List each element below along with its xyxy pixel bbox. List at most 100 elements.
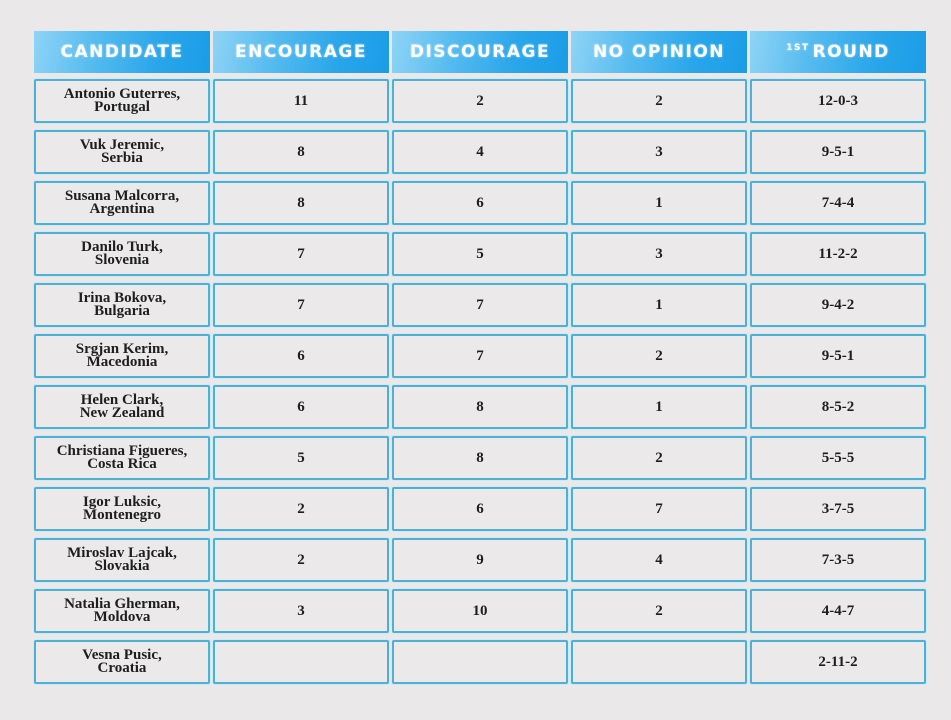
no-opinion-cell: 2 bbox=[571, 79, 747, 123]
candidate-cell: Vesna Pusic, Croatia bbox=[34, 640, 210, 684]
no-opinion-cell: 7 bbox=[571, 487, 747, 531]
candidate-country: New Zealand bbox=[79, 405, 165, 421]
table-row: Christiana Figueres, Costa Rica 5 8 2 5-5… bbox=[34, 436, 926, 480]
encourage-cell: 2 bbox=[213, 487, 389, 531]
candidate-name: Srgjan Kerim, bbox=[75, 341, 169, 357]
no-opinion-cell: 1 bbox=[571, 283, 747, 327]
encourage-cell bbox=[213, 640, 389, 684]
encourage-cell: 7 bbox=[213, 283, 389, 327]
discourage-cell: 2 bbox=[392, 79, 568, 123]
candidate-country: Moldova bbox=[93, 609, 151, 625]
no-opinion-cell: 1 bbox=[571, 181, 747, 225]
candidate-name: Vuk Jeremic, bbox=[79, 137, 165, 153]
first-round-cell: 4-4-7 bbox=[750, 589, 926, 633]
discourage-cell: 7 bbox=[392, 334, 568, 378]
candidate-cell: Christiana Figueres, Costa Rica bbox=[34, 436, 210, 480]
candidate-cell: Igor Luksic, Montenegro bbox=[34, 487, 210, 531]
candidate-name: Antonio Guterres, bbox=[63, 86, 181, 102]
table-row: Helen Clark, New Zealand 6 8 1 8-5-2 bbox=[34, 385, 926, 429]
discourage-cell: 10 bbox=[392, 589, 568, 633]
discourage-cell: 7 bbox=[392, 283, 568, 327]
discourage-cell: 6 bbox=[392, 181, 568, 225]
table-row: Irina Bokova, Bulgaria 7 7 1 9-4-2 bbox=[34, 283, 926, 327]
candidate-poll-table: CANDIDATE ENCOURAGE DISCOURAGE NO OPINIO… bbox=[34, 31, 926, 691]
candidate-cell: Susana Malcorra, Argentina bbox=[34, 181, 210, 225]
encourage-cell: 5 bbox=[213, 436, 389, 480]
candidate-name: Christiana Figueres, bbox=[56, 443, 188, 459]
first-round-cell: 12-0-3 bbox=[750, 79, 926, 123]
header-row: CANDIDATE ENCOURAGE DISCOURAGE NO OPINIO… bbox=[34, 31, 926, 73]
first-round-cell: 8-5-2 bbox=[750, 385, 926, 429]
discourage-cell: 5 bbox=[392, 232, 568, 276]
first-round-label: ROUND bbox=[812, 42, 890, 62]
candidate-country: Montenegro bbox=[82, 507, 162, 523]
candidate-cell: Danilo Turk, Slovenia bbox=[34, 232, 210, 276]
candidate-cell: Antonio Guterres, Portugal bbox=[34, 79, 210, 123]
candidate-cell: Helen Clark, New Zealand bbox=[34, 385, 210, 429]
encourage-cell: 3 bbox=[213, 589, 389, 633]
table-row: Miroslav Lajcak, Slovakia 2 9 4 7-3-5 bbox=[34, 538, 926, 582]
header-first-round: 1ST ROUND bbox=[750, 31, 926, 73]
no-opinion-cell: 3 bbox=[571, 130, 747, 174]
encourage-cell: 2 bbox=[213, 538, 389, 582]
table-row: Srgjan Kerim, Macedonia 6 7 2 9-5-1 bbox=[34, 334, 926, 378]
candidate-name: Susana Malcorra, bbox=[64, 188, 180, 204]
candidate-cell: Miroslav Lajcak, Slovakia bbox=[34, 538, 210, 582]
candidate-name: Miroslav Lajcak, bbox=[67, 545, 177, 561]
no-opinion-cell: 2 bbox=[571, 436, 747, 480]
first-round-cell: 9-4-2 bbox=[750, 283, 926, 327]
table-row: Susana Malcorra, Argentina 8 6 1 7-4-4 bbox=[34, 181, 926, 225]
table-row: Antonio Guterres, Portugal 11 2 2 12-0-3 bbox=[34, 79, 926, 123]
discourage-cell: 8 bbox=[392, 385, 568, 429]
first-round-cell: 3-7-5 bbox=[750, 487, 926, 531]
candidate-name: Irina Bokova, bbox=[77, 290, 167, 306]
discourage-cell bbox=[392, 640, 568, 684]
no-opinion-cell bbox=[571, 640, 747, 684]
first-round-cell: 5-5-5 bbox=[750, 436, 926, 480]
first-round-cell: 9-5-1 bbox=[750, 334, 926, 378]
candidate-country: Macedonia bbox=[86, 354, 158, 370]
discourage-cell: 9 bbox=[392, 538, 568, 582]
table-row: Igor Luksic, Montenegro 2 6 7 3-7-5 bbox=[34, 487, 926, 531]
header-no-opinion: NO OPINION bbox=[571, 31, 747, 73]
first-round-cell: 7-4-4 bbox=[750, 181, 926, 225]
candidate-name: Natalia Gherman, bbox=[64, 596, 180, 612]
encourage-cell: 8 bbox=[213, 181, 389, 225]
candidate-country: Bulgaria bbox=[94, 303, 150, 319]
encourage-cell: 11 bbox=[213, 79, 389, 123]
first-round-cell: 7-3-5 bbox=[750, 538, 926, 582]
candidate-name: Danilo Turk, bbox=[81, 239, 163, 255]
no-opinion-cell: 3 bbox=[571, 232, 747, 276]
candidate-country: Slovakia bbox=[94, 558, 150, 574]
table-row: Natalia Gherman, Moldova 3 10 2 4-4-7 bbox=[34, 589, 926, 633]
candidate-name: Helen Clark, bbox=[80, 392, 164, 408]
encourage-cell: 6 bbox=[213, 385, 389, 429]
encourage-cell: 7 bbox=[213, 232, 389, 276]
candidate-country: Portugal bbox=[94, 99, 150, 115]
candidate-country: Serbia bbox=[101, 150, 143, 166]
candidate-cell: Srgjan Kerim, Macedonia bbox=[34, 334, 210, 378]
encourage-cell: 8 bbox=[213, 130, 389, 174]
first-round-superscript: 1ST bbox=[786, 43, 810, 53]
discourage-cell: 4 bbox=[392, 130, 568, 174]
first-round-cell: 9-5-1 bbox=[750, 130, 926, 174]
header-discourage: DISCOURAGE bbox=[392, 31, 568, 73]
candidate-name: Vesna Pusic, bbox=[82, 647, 162, 663]
no-opinion-cell: 2 bbox=[571, 589, 747, 633]
candidate-country: Slovenia bbox=[94, 252, 150, 268]
first-round-cell: 11-2-2 bbox=[750, 232, 926, 276]
discourage-cell: 6 bbox=[392, 487, 568, 531]
encourage-cell: 6 bbox=[213, 334, 389, 378]
candidate-country: Costa Rica bbox=[87, 456, 157, 472]
no-opinion-cell: 1 bbox=[571, 385, 747, 429]
first-round-cell: 2-11-2 bbox=[750, 640, 926, 684]
candidate-country: Argentina bbox=[89, 201, 155, 217]
table-row: Vuk Jeremic, Serbia 8 4 3 9-5-1 bbox=[34, 130, 926, 174]
candidate-name: Igor Luksic, bbox=[82, 494, 162, 510]
no-opinion-cell: 2 bbox=[571, 334, 747, 378]
header-candidate: CANDIDATE bbox=[34, 31, 210, 73]
no-opinion-cell: 4 bbox=[571, 538, 747, 582]
candidate-cell: Natalia Gherman, Moldova bbox=[34, 589, 210, 633]
table-row: Vesna Pusic, Croatia 2-11-2 bbox=[34, 640, 926, 684]
header-encourage: ENCOURAGE bbox=[213, 31, 389, 73]
